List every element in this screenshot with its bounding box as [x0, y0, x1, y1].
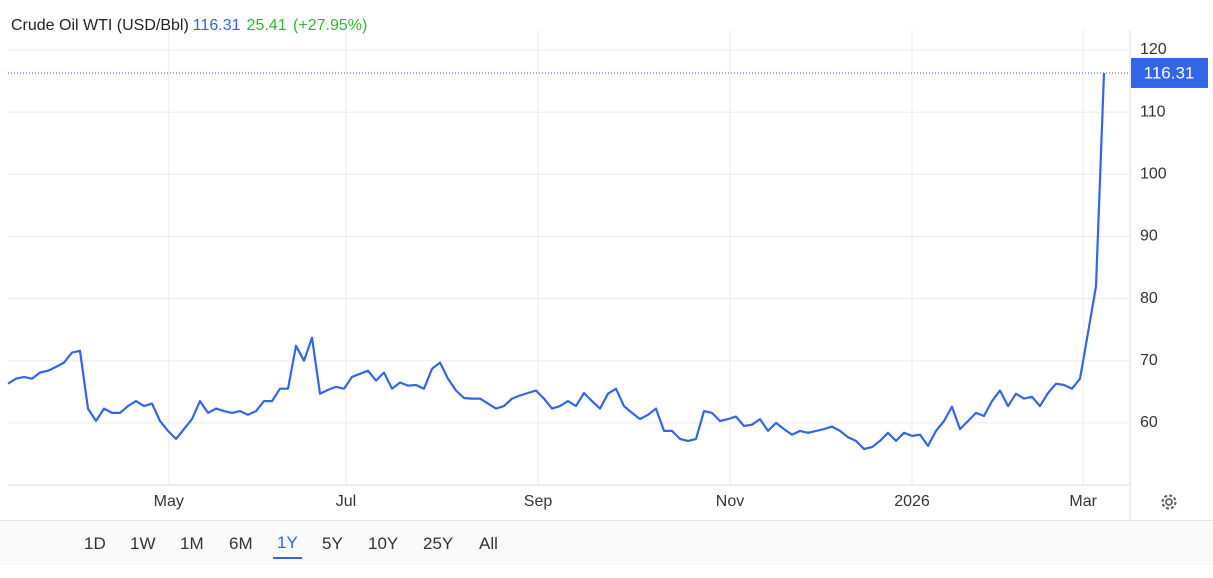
range-bar: 1D 1W 1M 6M 1Y 5Y 10Y 25Y All — [0, 520, 1213, 565]
x-tick-label: Nov — [716, 493, 744, 510]
range-button[interactable]: 1Y — [273, 529, 302, 559]
change-percent: (+27.95%) — [293, 17, 368, 34]
x-tick-label: Sep — [524, 493, 553, 510]
y-tick-label: 60 — [1140, 414, 1158, 431]
range-button[interactable]: 6M — [225, 529, 257, 559]
header: Crude Oil WTI (USD/Bbl) 116.31 25.41 (+27.… — [11, 17, 367, 35]
price-tag-label: 116.31 — [1144, 63, 1195, 82]
price-line — [7, 72, 1106, 451]
settings-icon[interactable] — [1161, 494, 1177, 510]
y-tick-label: 100 — [1140, 166, 1167, 183]
y-tick-label: 90 — [1140, 228, 1158, 245]
range-button[interactable]: 1W — [126, 529, 160, 559]
x-tick-label: Mar — [1069, 493, 1097, 510]
chart-title: Crude Oil WTI (USD/Bbl) — [11, 17, 189, 34]
plot-area: 60 70 80 90 100 110 120 May Jul Sep Nov 2026 Mar 116.… — [7, 29, 1208, 520]
y-tick-label: 80 — [1140, 290, 1158, 307]
range-button[interactable]: 5Y — [318, 529, 347, 559]
price-tag — [1131, 57, 1208, 88]
range-button[interactable]: All — [475, 529, 502, 559]
range-button[interactable]: 10Y — [364, 529, 402, 559]
range-button[interactable]: 1D — [80, 529, 110, 559]
y-tick-label: 110 — [1140, 103, 1166, 120]
change: 25.41 — [246, 17, 287, 34]
x-tick-label: 2026 — [894, 493, 930, 510]
range-button[interactable]: 1M — [176, 529, 208, 559]
x-tick-label: Jul — [336, 493, 356, 510]
x-tick-label: May — [154, 493, 184, 510]
chart: 60 70 80 90 100 110 120 May Jul Sep Nov 2026 Mar 116.… — [7, 29, 1208, 520]
y-tick-label: 70 — [1140, 352, 1158, 369]
range-button[interactable]: 25Y — [419, 529, 457, 559]
last-price: 116.31 — [192, 17, 241, 34]
y-tick-label: 120 — [1140, 41, 1167, 58]
